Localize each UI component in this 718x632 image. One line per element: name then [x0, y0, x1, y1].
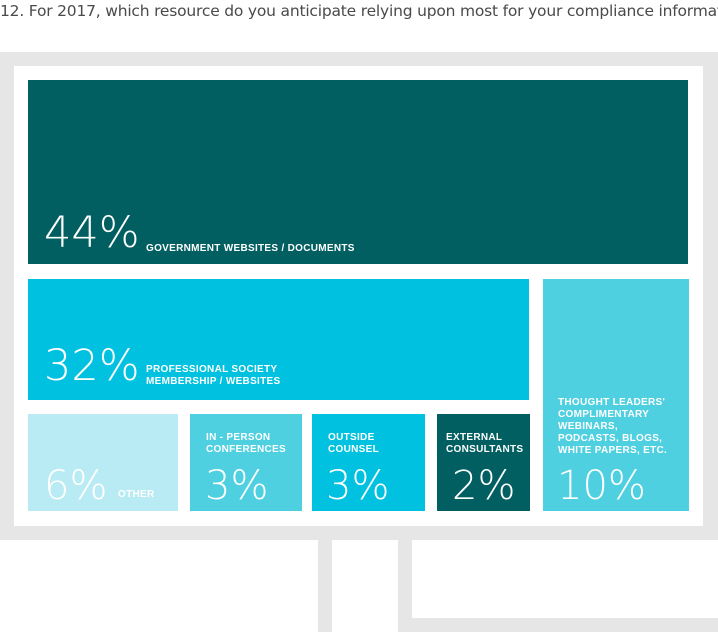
tile-thought-leaders	[543, 279, 689, 511]
label-line: EXTERNAL	[446, 432, 503, 443]
label-outside-counsel: OUTSIDE COUNSEL	[328, 432, 379, 456]
monitor-stand-left	[318, 540, 332, 632]
label-in-person-conferences: IN - PERSON CONFERENCES	[206, 432, 286, 456]
monitor-stand-right	[398, 540, 412, 632]
label-external-consultants: EXTERNAL CONSULTANTS	[446, 432, 523, 456]
label-line: MEMBERSHIP / WEBSITES	[146, 376, 281, 387]
label-line: OUTSIDE	[328, 432, 375, 443]
label-government-websites: GOVERNMENT WEBSITES / DOCUMENTS	[146, 243, 355, 255]
label-line: THOUGHT LEADERS'	[558, 397, 666, 408]
monitor-foot	[398, 618, 718, 632]
question-title: 12. For 2017, which resource do you anti…	[0, 2, 718, 20]
percent-external-consultants: 2%	[452, 463, 516, 509]
percent-outside-counsel: 3%	[326, 463, 390, 509]
percent-thought-leaders: 10%	[557, 463, 646, 509]
tile-outside-counsel	[312, 414, 425, 511]
tile-other	[28, 414, 178, 511]
tile-professional-society	[28, 279, 529, 400]
tile-in-person-conferences	[190, 414, 302, 511]
label-professional-society: PROFESSIONAL SOCIETY MEMBERSHIP / WEBSITE…	[146, 364, 280, 388]
label-other: OTHER	[118, 489, 155, 501]
label-line: WHITE PAPERS, ETC.	[558, 445, 668, 456]
label-line: IN - PERSON	[206, 432, 271, 443]
tile-government-websites	[28, 80, 688, 264]
label-thought-leaders: THOUGHT LEADERS' COMPLIMENTARY WEBINARS, PO…	[558, 397, 667, 457]
label-line: PODCASTS, BLOGS,	[558, 433, 663, 444]
percent-government-websites: 44%	[44, 208, 140, 258]
label-line: PROFESSIONAL SOCIETY	[146, 364, 278, 375]
tile-external-consultants	[437, 414, 530, 511]
label-line: WEBINARS,	[558, 421, 618, 432]
label-line: OTHER	[118, 489, 155, 500]
label-line: GOVERNMENT WEBSITES / DOCUMENTS	[146, 243, 355, 254]
label-line: CONFERENCES	[206, 444, 286, 455]
label-line: CONSULTANTS	[446, 444, 524, 455]
label-line: COMPLIMENTARY	[558, 409, 650, 420]
label-line: COUNSEL	[328, 444, 379, 455]
percent-professional-society: 32%	[44, 341, 140, 391]
percent-other: 6%	[44, 463, 108, 509]
percent-in-person-conferences: 3%	[205, 463, 269, 509]
